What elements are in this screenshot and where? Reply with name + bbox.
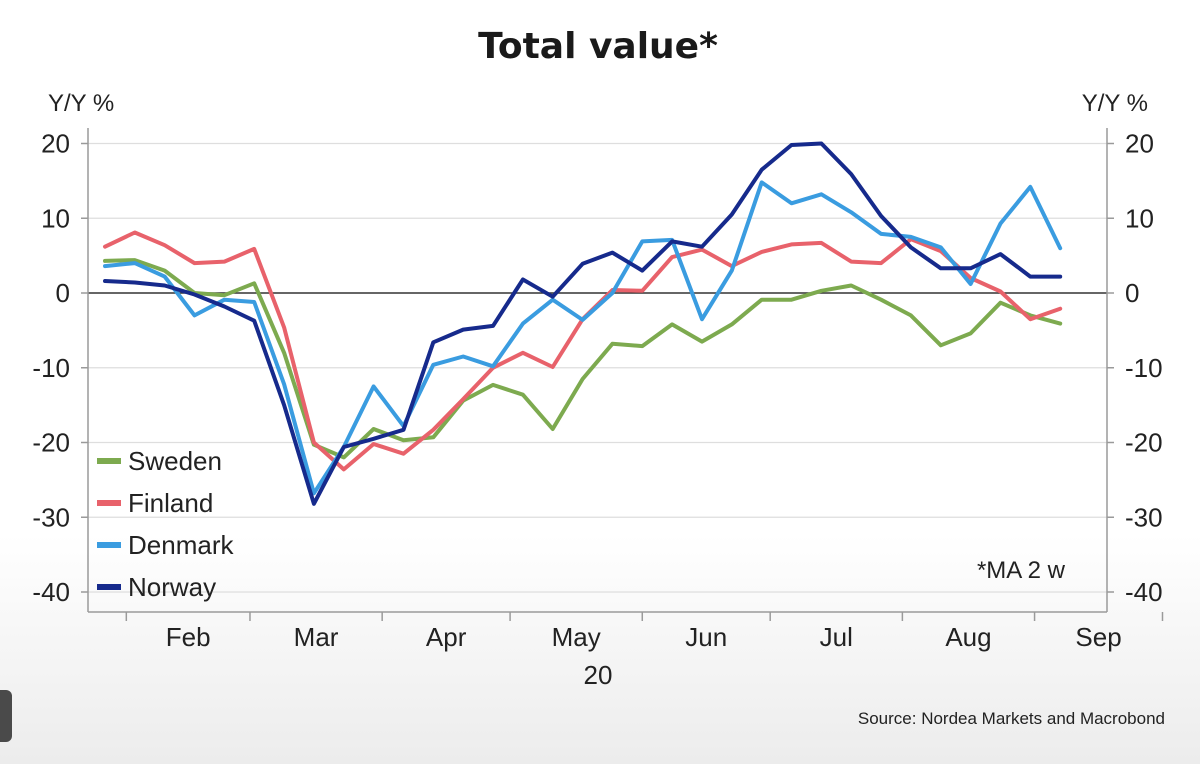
chart-title: Total value* xyxy=(478,26,718,67)
y-ticks-right: 20 10 0 -10 -20 -30 -40 xyxy=(1107,129,1163,607)
y-tick-label-right: -20 xyxy=(1125,428,1163,458)
y-ticks-left: 20 10 0 -10 -20 -30 -40 xyxy=(32,129,88,607)
x-ticks: Feb Mar Apr May Jun Jul Aug Sep xyxy=(125,612,1164,652)
y-tick-label-left: 10 xyxy=(41,203,70,233)
x-tick-label: Aug xyxy=(945,622,991,652)
series-lines xyxy=(103,141,1063,506)
source-note: Source: Nordea Markets and Macrobond xyxy=(858,709,1165,728)
gridlines xyxy=(88,142,1107,593)
x-tick-label: May xyxy=(552,622,601,652)
series-line-finland xyxy=(103,230,1063,472)
legend-label-sweden: Sweden xyxy=(128,446,222,476)
y-tick-label-right: -10 xyxy=(1125,353,1163,383)
y-axis-label-right: Y/Y % xyxy=(1082,90,1148,117)
y-tick-label-left: -20 xyxy=(32,428,70,458)
y-tick-label-left: 0 xyxy=(56,278,70,308)
y-tick-label-right: 0 xyxy=(1125,278,1139,308)
legend-label-norway: Norway xyxy=(128,572,216,602)
x-tick-label: Sep xyxy=(1075,622,1121,652)
y-tick-label-right: 20 xyxy=(1125,129,1154,159)
legend: Sweden Finland Denmark Norway xyxy=(97,446,234,602)
x-tick-label: Feb xyxy=(166,622,211,652)
chart-note: *MA 2 w xyxy=(977,557,1066,584)
y-tick-label-left: -10 xyxy=(32,353,70,383)
y-tick-label-left: -40 xyxy=(32,577,70,607)
x-tick-label: Jun xyxy=(685,622,727,652)
x-year-label: 20 xyxy=(584,660,613,690)
y-tick-label-left: 20 xyxy=(41,129,70,159)
series-line-norway xyxy=(103,141,1063,506)
legend-label-denmark: Denmark xyxy=(128,530,234,560)
y-tick-label-right: 10 xyxy=(1125,203,1154,233)
legend-label-finland: Finland xyxy=(128,488,213,518)
y-tick-label-right: -40 xyxy=(1125,577,1163,607)
x-tick-label: Mar xyxy=(294,622,339,652)
scroll-handle[interactable] xyxy=(0,690,12,742)
y-tick-label-right: -30 xyxy=(1125,502,1163,532)
series-line-denmark xyxy=(103,180,1063,496)
series-line-sweden xyxy=(103,258,1063,460)
x-tick-label: Jul xyxy=(820,622,853,652)
y-tick-label-left: -30 xyxy=(32,502,70,532)
x-tick-label: Apr xyxy=(426,622,467,652)
y-axis-label-left: Y/Y % xyxy=(48,90,114,117)
